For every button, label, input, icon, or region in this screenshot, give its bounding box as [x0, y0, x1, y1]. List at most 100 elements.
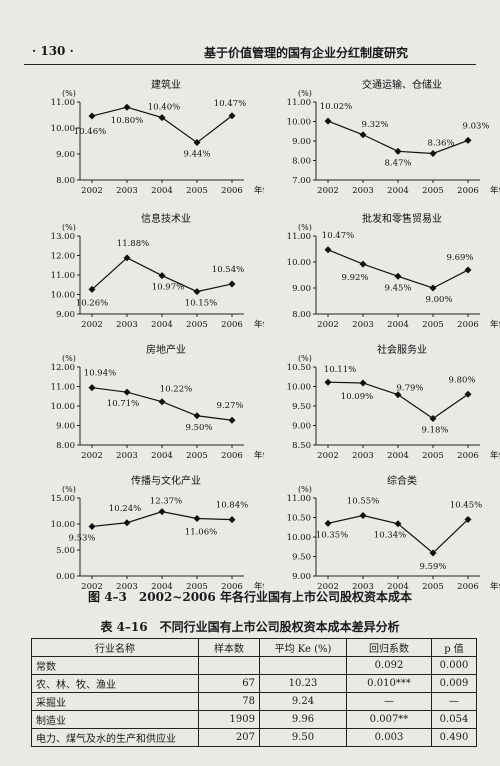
line-chart: 信息技术业 (%)13.00 12.00 11.00 10.00 9.00 2002 2003… [51, 212, 264, 330]
data-label: 9.69% [446, 253, 473, 263]
data-point [158, 272, 166, 280]
data-point [193, 412, 201, 420]
data-point [123, 103, 131, 111]
chart-title: 建筑业 [151, 78, 181, 91]
data-label: 10.71% [107, 399, 139, 409]
y-tick-label: 10.00 [287, 118, 311, 128]
data-point [394, 147, 402, 155]
x-unit-label: 年份 [490, 319, 500, 330]
table-row: 采掘业 78 9.24 — — [31, 692, 477, 711]
data-point [394, 391, 402, 399]
x-tick-label: 2005 [422, 320, 444, 330]
x-tick-label: 2006 [221, 451, 243, 461]
data-label: 9.79% [396, 384, 423, 394]
y-tick-label: 11.00 [51, 383, 75, 393]
y-unit-label: (%) [298, 354, 312, 363]
x-tick-label: 2005 [186, 320, 208, 330]
x-tick-label: 2004 [387, 451, 409, 461]
data-label: 9.18% [421, 425, 448, 435]
data-point [88, 522, 96, 530]
y-tick-label: 11.00 [287, 494, 311, 504]
data-label: 9.27% [216, 401, 243, 411]
data-point [464, 390, 472, 398]
data-point [429, 149, 437, 157]
chart-title: 房地产业 [146, 343, 186, 356]
data-label: 10.22% [160, 385, 192, 395]
line-chart: 社会服务业 (%)10.50 10.00 9.50 9.00 8.50 2002 2003 20… [287, 343, 500, 461]
data-point [228, 112, 236, 120]
data-label: 9.92% [341, 273, 368, 283]
data-label: 10.94% [84, 369, 116, 379]
cell-industry: 常数 [31, 656, 199, 675]
y-tick-label: 12.00 [51, 252, 75, 262]
x-tick-label: 2003 [116, 186, 138, 196]
data-label: 10.02% [320, 102, 352, 112]
x-tick-label: 2002 [317, 582, 339, 592]
x-unit-label: 年份 [490, 581, 500, 592]
x-tick-label: 2002 [317, 451, 339, 461]
figure-caption: 图 4–3 2002~2006 年各行业国有上市公司股权资本成本 [88, 590, 412, 604]
y-tick-label: 11.00 [287, 98, 311, 108]
data-label: 10.09% [341, 392, 373, 402]
table-row: 制造业 1909 9.96 0.007** 0.054 [31, 710, 477, 729]
y-tick-label: 10.00 [287, 533, 311, 543]
data-point [228, 280, 236, 288]
y-unit-label: (%) [62, 89, 76, 98]
chart-title: 信息技术业 [141, 212, 191, 225]
x-unit-label: 年份 [254, 581, 264, 592]
x-tick-label: 2004 [387, 320, 409, 330]
chart-title: 综合类 [387, 474, 417, 487]
y-tick-label: 9.00 [292, 572, 311, 582]
data-point [123, 254, 131, 262]
line-chart: 交通运输、仓储业 (%)11.00 10.00 9.00 8.00 7.00 2002 200… [287, 78, 500, 196]
col-header-mean-ke: 平均 Ke (%) [259, 638, 347, 657]
data-label: 10.47% [214, 99, 246, 109]
x-tick-label: 2005 [422, 582, 444, 592]
y-tick-label: 8.00 [56, 176, 75, 186]
cell-p: 0.009 [431, 674, 477, 693]
y-tick-label: 8.00 [56, 441, 75, 451]
x-tick-label: 2006 [221, 582, 243, 592]
data-point [359, 131, 367, 139]
line-chart: 综合类 (%)11.00 10.50 10.00 9.50 9.00 2002 2003 200… [287, 474, 500, 592]
x-unit-label: 年份 [254, 319, 264, 330]
data-label: 10.24% [109, 504, 141, 514]
chart-title: 批发和零售贸易业 [362, 212, 442, 225]
x-tick-label: 2003 [352, 186, 374, 196]
cell-coef: 0.092 [346, 656, 432, 675]
cell-coef: — [346, 692, 432, 711]
y-tick-label: 5.00 [56, 546, 75, 556]
y-unit-label: (%) [298, 485, 312, 494]
data-label: 10.35% [316, 530, 348, 540]
table-header-row: 行业名称 样本数 平均 Ke (%) 回归系数 p 值 [31, 638, 477, 657]
line-chart: 批发和零售贸易业 (%)11.00 10.00 9.00 8.00 2002 2003 200… [287, 212, 500, 330]
y-tick-label: 11.00 [51, 98, 75, 108]
cell-sample: 67 [198, 674, 260, 693]
data-point [324, 519, 332, 527]
data-label: 10.97% [152, 283, 184, 293]
x-tick-label: 2005 [422, 186, 444, 196]
y-tick-label: 9.00 [56, 310, 75, 320]
data-label: 9.80% [448, 375, 475, 385]
data-label: 9.59% [419, 562, 446, 572]
x-tick-label: 2004 [151, 451, 173, 461]
y-tick-label: 12.00 [51, 363, 75, 373]
x-tick-label: 2006 [457, 582, 479, 592]
y-tick-label: 8.00 [292, 157, 311, 167]
data-point [193, 139, 201, 147]
cell-p: 0.000 [431, 656, 477, 675]
y-tick-label: 11.00 [51, 271, 75, 281]
x-tick-label: 2002 [81, 451, 103, 461]
data-label: 10.80% [111, 116, 143, 126]
x-tick-label: 2006 [457, 186, 479, 196]
cell-industry: 农、林、牧、渔业 [31, 674, 199, 693]
cell-mean-ke [259, 656, 347, 675]
y-tick-label: 10.00 [287, 383, 311, 393]
y-tick-label: 7.00 [292, 176, 311, 186]
y-tick-label: 9.50 [292, 402, 311, 412]
data-label: 8.36% [427, 138, 454, 148]
y-unit-label: (%) [62, 223, 76, 232]
data-point [123, 519, 131, 527]
data-point [88, 384, 96, 392]
x-tick-label: 2004 [387, 186, 409, 196]
